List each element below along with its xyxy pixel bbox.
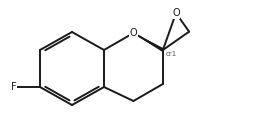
Text: O: O [130, 28, 137, 38]
Text: O: O [172, 8, 180, 18]
Text: F: F [11, 82, 17, 92]
Polygon shape [133, 33, 164, 51]
Text: cr1: cr1 [165, 51, 177, 57]
